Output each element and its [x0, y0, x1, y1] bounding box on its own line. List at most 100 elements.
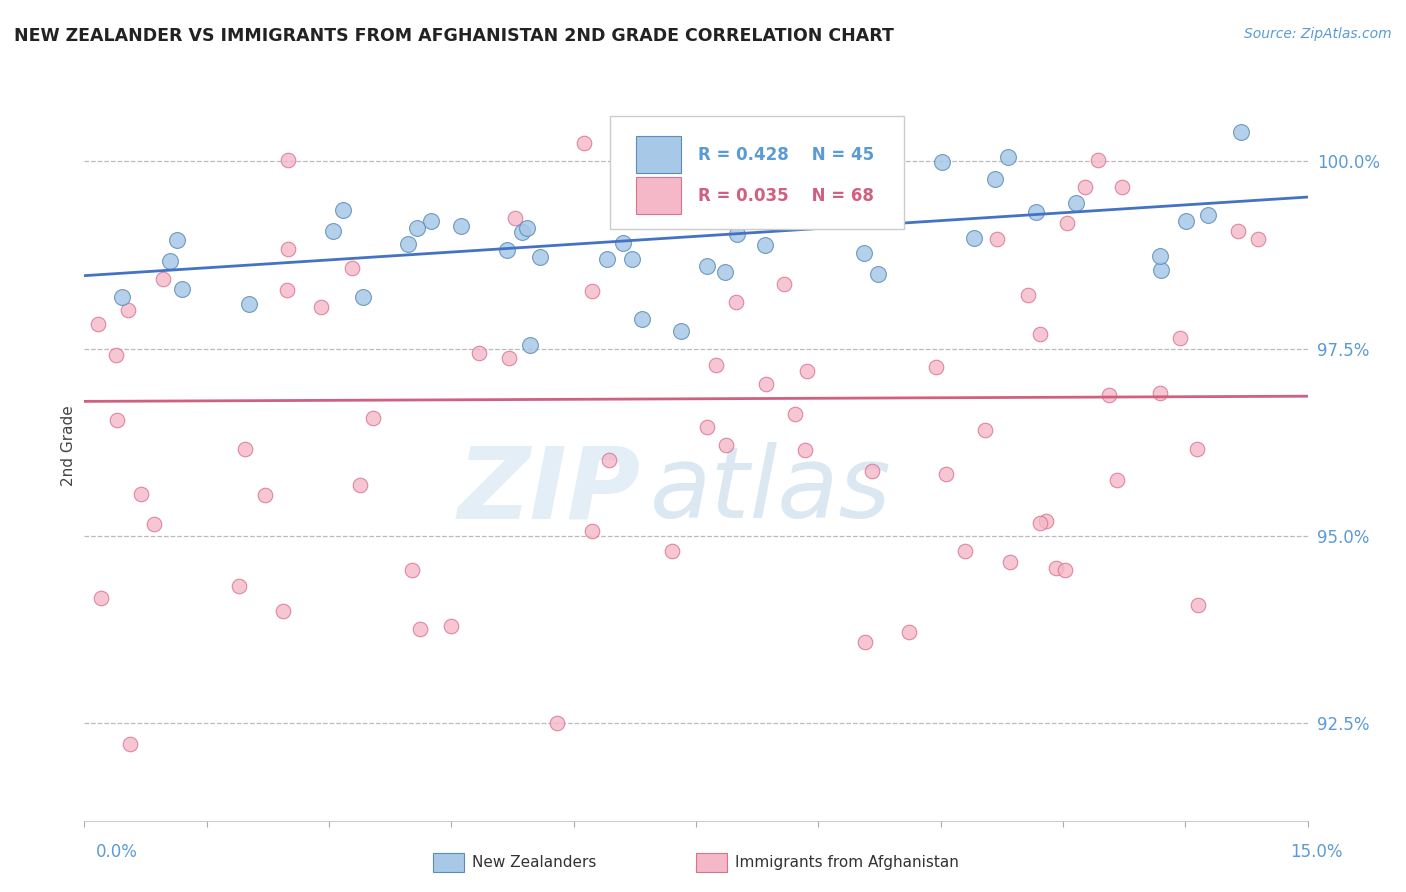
Text: New Zealanders: New Zealanders	[472, 855, 596, 870]
Point	[860, 464, 883, 478]
Point	[598, 453, 620, 467]
Point	[277, 153, 299, 167]
Text: Source: ZipAtlas.com: Source: ZipAtlas.com	[1244, 27, 1392, 41]
Point	[725, 227, 748, 242]
Point	[953, 544, 976, 558]
FancyBboxPatch shape	[636, 136, 682, 173]
Point	[1056, 216, 1078, 230]
Point	[786, 160, 808, 174]
Point	[309, 301, 332, 315]
Point	[233, 442, 256, 456]
Point	[159, 253, 181, 268]
Point	[572, 136, 595, 150]
Point	[925, 360, 948, 375]
Point	[612, 235, 634, 250]
Point	[669, 324, 692, 338]
Point	[352, 290, 374, 304]
Point	[322, 224, 344, 238]
Point	[696, 420, 718, 434]
Point	[1168, 331, 1191, 345]
Point	[276, 284, 298, 298]
Point	[468, 346, 491, 360]
Point	[238, 297, 260, 311]
Point	[754, 238, 776, 252]
Point	[714, 265, 737, 279]
Text: Immigrants from Afghanistan: Immigrants from Afghanistan	[735, 855, 959, 870]
Point	[419, 213, 441, 227]
Point	[519, 338, 541, 352]
Point	[271, 604, 294, 618]
Point	[868, 267, 890, 281]
Point	[440, 619, 463, 633]
Point	[1175, 214, 1198, 228]
Point	[529, 250, 551, 264]
Point	[228, 579, 250, 593]
Point	[236, 38, 259, 53]
Point	[253, 487, 276, 501]
Point	[898, 625, 921, 640]
Point	[998, 556, 1021, 570]
Text: atlas: atlas	[650, 442, 891, 540]
Point	[1111, 179, 1133, 194]
Point	[396, 236, 419, 251]
Text: NEW ZEALANDER VS IMMIGRANTS FROM AFGHANISTAN 2ND GRADE CORRELATION CHART: NEW ZEALANDER VS IMMIGRANTS FROM AFGHANI…	[14, 27, 894, 45]
Point	[1247, 232, 1270, 246]
Point	[1098, 388, 1121, 402]
Point	[546, 716, 568, 731]
Text: ZIP: ZIP	[458, 442, 641, 540]
Point	[853, 635, 876, 649]
FancyBboxPatch shape	[636, 177, 682, 214]
Point	[166, 233, 188, 247]
Point	[1029, 516, 1052, 530]
Point	[1187, 598, 1209, 612]
Point	[498, 351, 520, 365]
Point	[361, 411, 384, 425]
Point	[785, 407, 807, 421]
Point	[596, 252, 619, 266]
Point	[1035, 514, 1057, 528]
Point	[105, 413, 128, 427]
Point	[1226, 224, 1249, 238]
Point	[658, 206, 681, 220]
Point	[668, 161, 690, 175]
Point	[104, 348, 127, 362]
Point	[510, 225, 533, 239]
Point	[879, 211, 901, 225]
Point	[1149, 263, 1171, 277]
Point	[1066, 196, 1088, 211]
Point	[120, 738, 142, 752]
Point	[1017, 287, 1039, 301]
Y-axis label: 2nd Grade: 2nd Grade	[60, 406, 76, 486]
Point	[725, 295, 748, 310]
Point	[620, 252, 643, 267]
Point	[796, 364, 818, 378]
Point	[986, 232, 1008, 246]
Point	[90, 591, 112, 605]
Point	[793, 442, 815, 457]
Point	[1185, 442, 1208, 456]
Point	[117, 303, 139, 318]
Text: 15.0%: 15.0%	[1291, 843, 1343, 861]
Point	[581, 524, 603, 538]
Point	[1105, 473, 1128, 487]
Point	[661, 544, 683, 558]
Point	[1029, 326, 1052, 341]
Point	[87, 318, 110, 332]
Point	[277, 242, 299, 256]
Point	[111, 290, 134, 304]
Point	[935, 467, 957, 481]
Point	[963, 231, 986, 245]
Point	[696, 260, 718, 274]
Point	[152, 272, 174, 286]
Point	[1053, 563, 1076, 577]
Point	[496, 244, 519, 258]
Point	[617, 139, 640, 153]
Point	[172, 282, 194, 296]
Point	[405, 221, 427, 235]
Point	[716, 437, 738, 451]
Point	[1149, 385, 1171, 400]
Point	[1025, 205, 1047, 219]
Point	[342, 260, 364, 275]
Point	[409, 622, 432, 636]
FancyBboxPatch shape	[610, 116, 904, 228]
